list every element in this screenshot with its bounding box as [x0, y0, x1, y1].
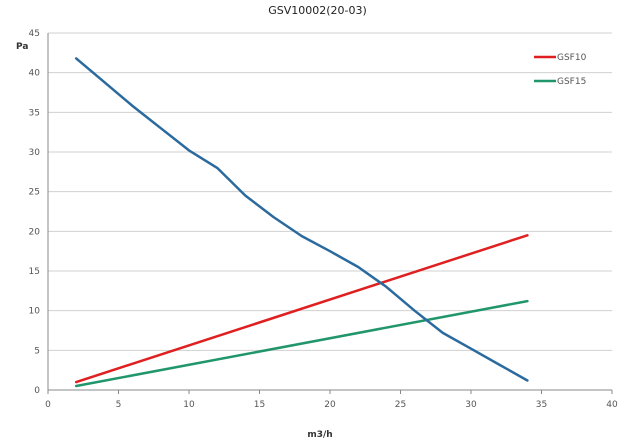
x-tick-label: 25: [395, 400, 406, 410]
x-tick-label: 20: [324, 400, 336, 410]
y-tick-label: 5: [34, 346, 40, 356]
x-tick-labels: 0 5 10 15 20 25 30 35 40: [45, 400, 618, 410]
y-tick-label: 25: [29, 188, 40, 198]
y-axis-label: Pa: [16, 42, 28, 52]
x-tick-label: 10: [183, 400, 195, 410]
series-line-3: [74, 57, 529, 382]
series-line-2: [74, 299, 529, 388]
series-lines: [74, 57, 529, 388]
legend: GSF10 GSF15: [534, 53, 587, 87]
chart-title: GSV10002(20-03): [268, 4, 367, 17]
y-tick-label: 15: [29, 267, 40, 277]
x-tick-label: 5: [116, 400, 122, 410]
x-tick-label: 15: [254, 400, 265, 410]
y-tick-label: 10: [29, 307, 41, 317]
series-line-1: [74, 234, 529, 384]
legend-label: GSF15: [557, 77, 586, 87]
y-tick-label: 45: [29, 29, 40, 39]
y-tick-label: 30: [29, 148, 41, 158]
legend-label: GSF10: [557, 53, 587, 63]
y-tick-labels: 0 5 10 15 20 25 30 35 40 45: [29, 29, 41, 396]
x-tick-label: 0: [45, 400, 51, 410]
y-tick-label: 20: [29, 227, 41, 237]
x-axis-label: m3/h: [307, 430, 332, 440]
x-tick-label: 40: [606, 400, 618, 410]
y-tick-label: 35: [29, 108, 40, 118]
axes: [47, 33, 613, 394]
x-tick-label: 35: [536, 400, 547, 410]
x-tick-label: 30: [465, 400, 477, 410]
y-tick-label: 40: [29, 69, 41, 79]
y-tick-label: 0: [34, 386, 40, 396]
gridlines: [48, 32, 612, 351]
